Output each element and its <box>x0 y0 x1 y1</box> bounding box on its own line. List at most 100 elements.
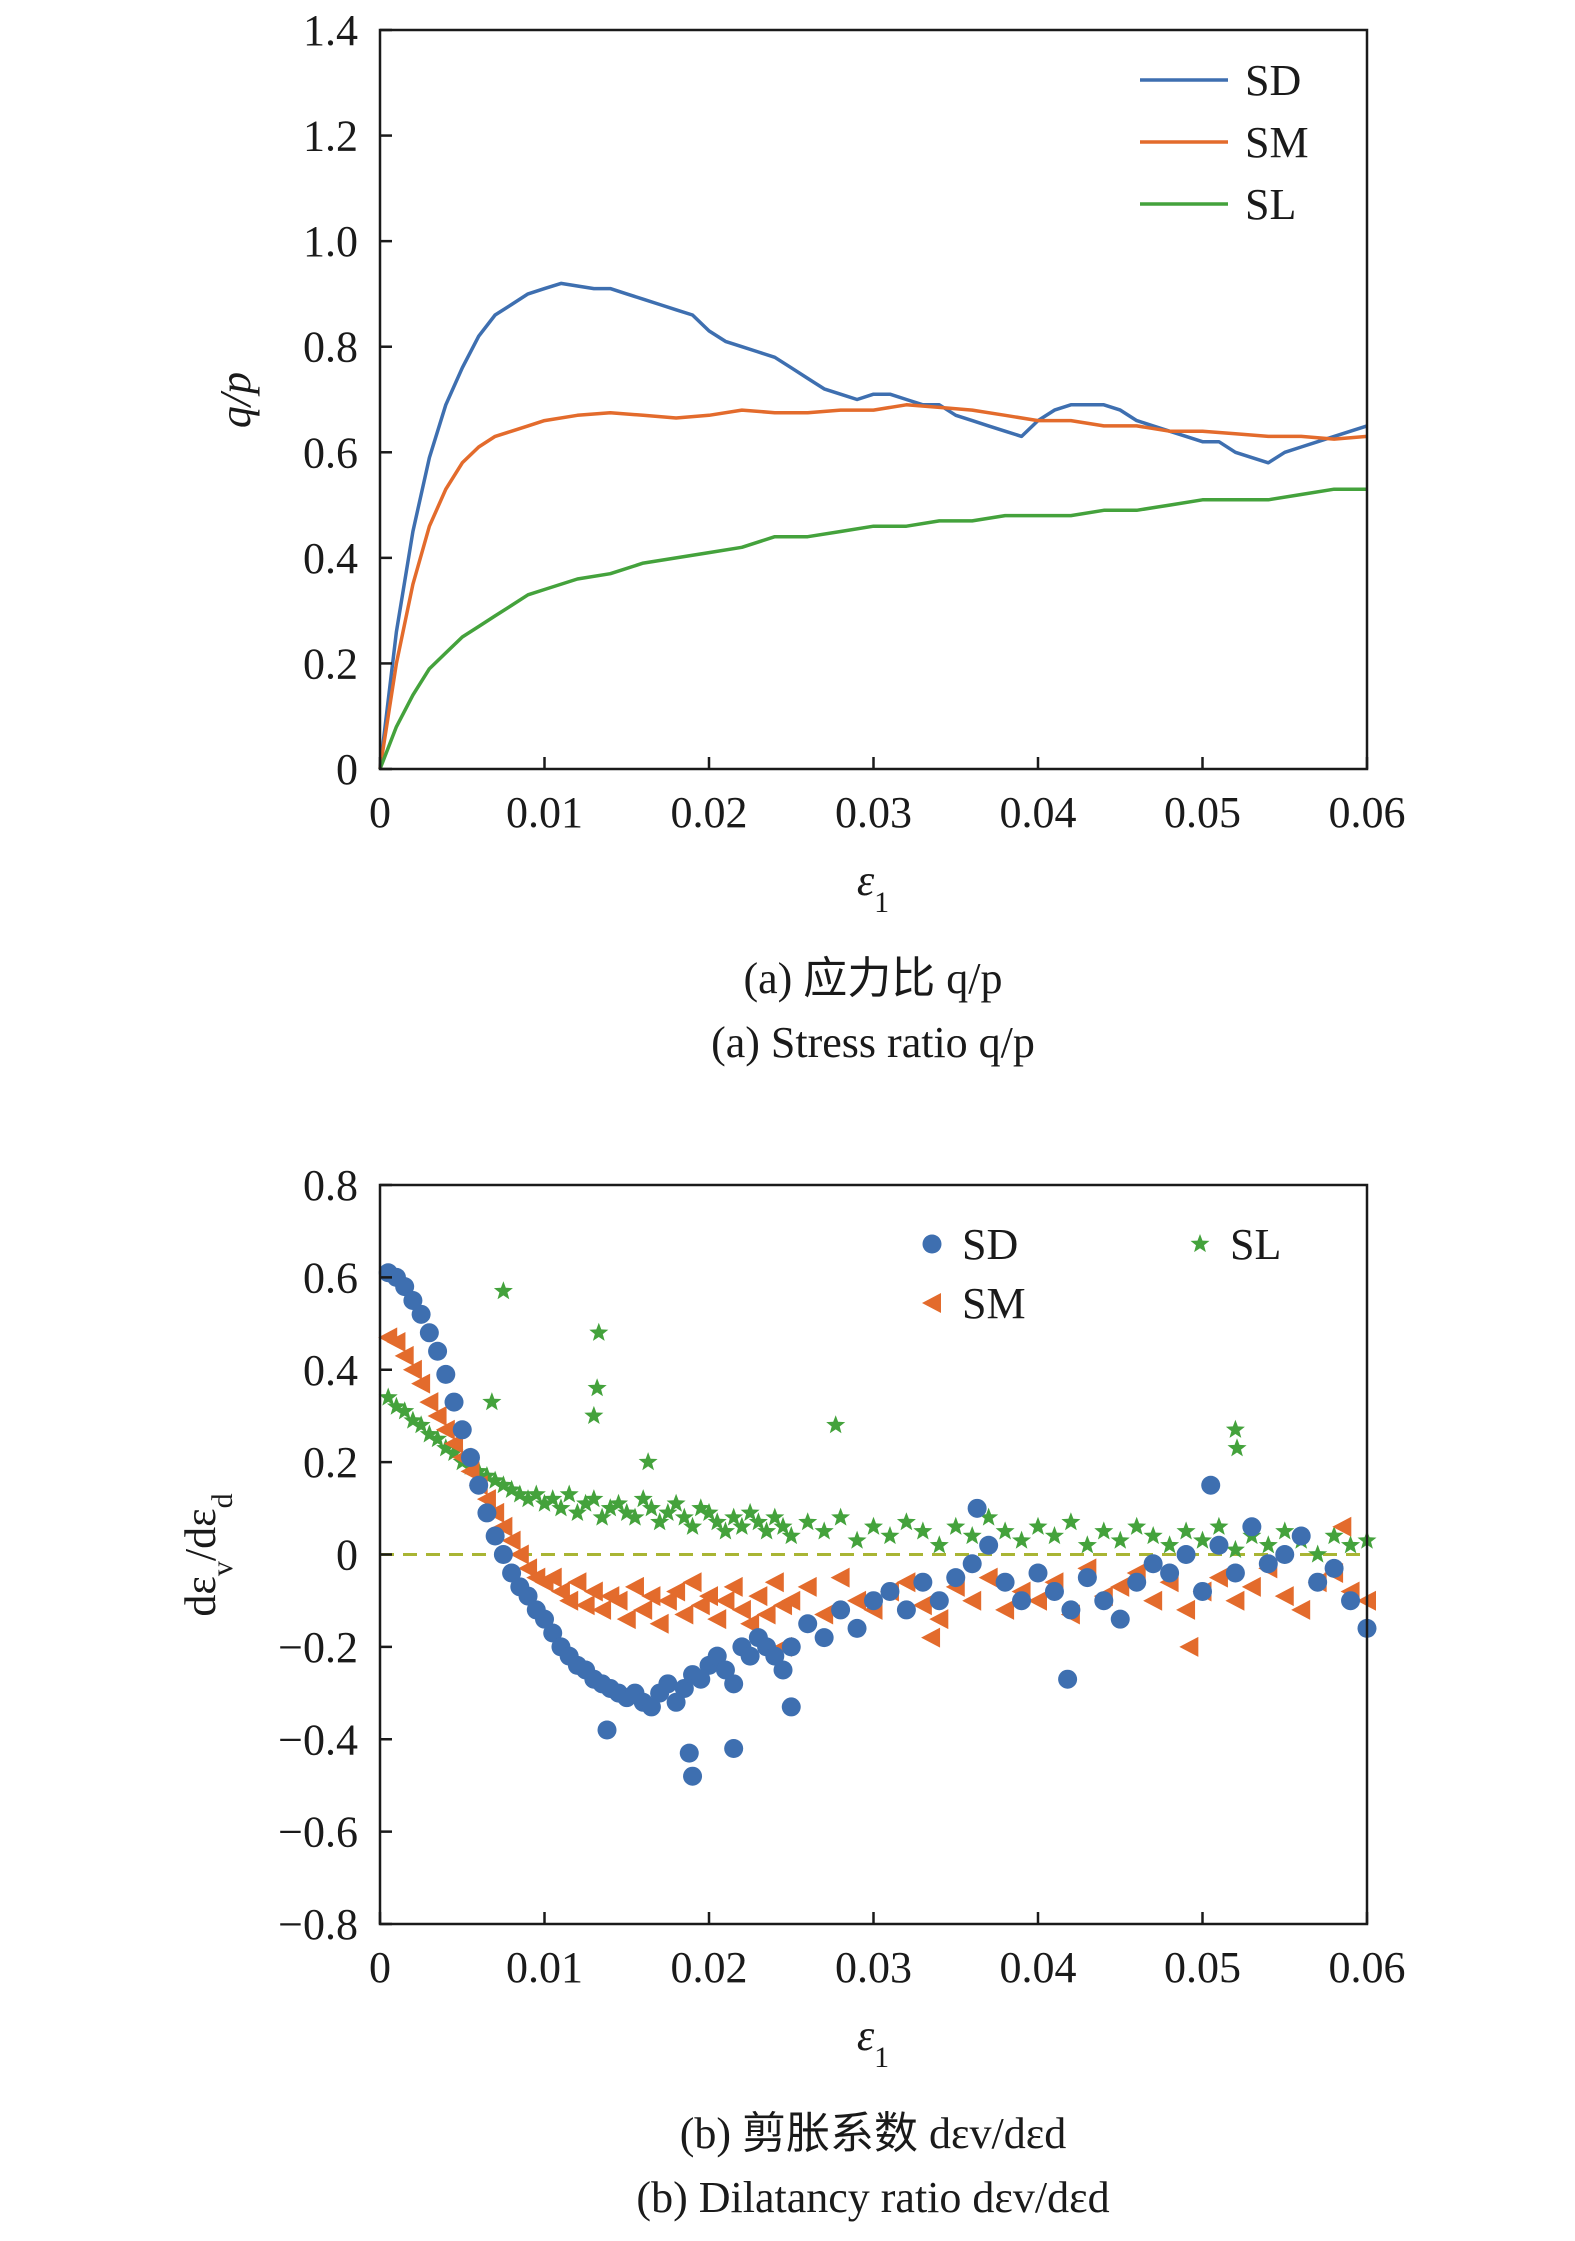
point-sl <box>411 1415 431 1434</box>
point-sd <box>1143 1554 1163 1574</box>
point-sl <box>773 1516 793 1535</box>
point-sm <box>723 1576 743 1597</box>
series-line-sl <box>378 487 1367 770</box>
point-sm <box>435 1419 455 1440</box>
panel-a-x-tick-label: 0.06 <box>1329 788 1406 837</box>
point-sd <box>419 1323 439 1343</box>
point-sd <box>979 1535 999 1555</box>
panel-b-x-axis-label: ε1 <box>857 2011 889 2074</box>
point-sl <box>641 1498 661 1517</box>
point-sd <box>1324 1558 1344 1578</box>
point-sl <box>1258 1535 1278 1554</box>
point-sm <box>1274 1586 1294 1607</box>
point-sd <box>502 1563 522 1583</box>
point-sd <box>1058 1669 1078 1689</box>
point-sm <box>567 1572 587 1593</box>
point-sm <box>929 1609 949 1630</box>
point-sm <box>699 1586 718 1607</box>
point-sd <box>1127 1572 1147 1592</box>
point-sm <box>493 1516 513 1537</box>
point-sm <box>690 1595 710 1616</box>
panel-b-x-tick-label: 0.03 <box>835 1943 912 1992</box>
panel-b-x-tick-label: 0.02 <box>671 1943 748 1992</box>
point-sd <box>1160 1563 1180 1583</box>
panel-b-caption-zh: (b) 剪胀系数 dεv/dεd <box>680 2109 1066 2158</box>
point-sl <box>428 1429 448 1448</box>
panel-b-y-tick-label: −0.6 <box>278 1808 358 1857</box>
point-sm <box>731 1599 751 1620</box>
point-sl <box>1110 1530 1130 1549</box>
point-sl <box>1308 1544 1328 1563</box>
point-sl <box>699 1502 719 1521</box>
point-sm <box>1225 1590 1245 1611</box>
panel-a-x-tick-label: 0.03 <box>835 788 912 837</box>
point-sl <box>674 1507 694 1526</box>
panel-a-x-tick-label: 0 <box>369 788 391 837</box>
point-sd <box>781 1697 801 1717</box>
point-sm <box>797 1576 817 1597</box>
point-sl <box>1160 1535 1180 1554</box>
legend-label-sl: SL <box>1230 1220 1281 1269</box>
point-sl <box>1143 1526 1163 1545</box>
point-sm <box>641 1586 661 1607</box>
point-sd <box>1044 1581 1064 1601</box>
point-sl <box>798 1512 818 1531</box>
point-sd <box>1176 1545 1196 1564</box>
point-sl <box>913 1521 933 1540</box>
point-sd <box>765 1646 785 1666</box>
legend-label-sm: SM <box>1245 118 1309 167</box>
point-sl <box>535 1493 554 1512</box>
point-sd <box>658 1674 678 1694</box>
point-sd <box>967 1498 987 1518</box>
point-sd <box>1225 1563 1245 1583</box>
point-sm <box>814 1604 834 1625</box>
panel-b-y-axis-label: dεv/dεd <box>176 1493 239 1616</box>
point-sm <box>921 1627 941 1648</box>
point-sd <box>831 1600 851 1620</box>
point-sm <box>1291 1599 1311 1620</box>
panel-b-x-tick-label: 0.04 <box>1000 1943 1077 1992</box>
point-sd <box>814 1628 834 1648</box>
point-sd <box>666 1692 686 1712</box>
point-sl <box>1061 1512 1081 1531</box>
point-sm <box>592 1599 612 1620</box>
point-sd <box>707 1646 727 1666</box>
point-sl <box>757 1521 777 1540</box>
point-sm <box>830 1567 850 1588</box>
panel-b-scatter-points <box>378 1263 1377 1786</box>
point-sm <box>1332 1516 1352 1537</box>
point-sm <box>402 1359 422 1380</box>
point-sd <box>1258 1554 1278 1574</box>
point-sm <box>896 1572 916 1593</box>
point-sd <box>773 1660 793 1680</box>
point-sm <box>962 1590 982 1611</box>
panel-a-y-tick-label: 1.0 <box>303 217 358 266</box>
point-sl <box>444 1442 464 1461</box>
point-sl <box>826 1415 846 1434</box>
legend-label-sd: SD <box>962 1220 1018 1269</box>
panel-b-y-tick-label: −0.8 <box>278 1900 358 1949</box>
panel-a-ticks: 0 0.01 0.02 0.03 0.04 0.05 0.06 0 0.2 0.4 0.6 0.8 1.… <box>303 6 1406 837</box>
panel-b-x-tick-label: 0.05 <box>1164 1943 1241 1992</box>
panel-a-stress-ratio-chart: 0 0.01 0.02 0.03 0.04 0.05 0.06 0 0.2 0.4 0.6 0.8 1.… <box>211 6 1406 1067</box>
panel-a-y-tick-label: 1.2 <box>303 112 358 161</box>
legend-label-sl: SL <box>1245 180 1296 229</box>
point-sm <box>674 1604 694 1625</box>
point-sm <box>748 1586 768 1607</box>
point-sl <box>831 1507 851 1526</box>
panel-a-y-tick-label: 0.2 <box>303 639 358 688</box>
point-sd <box>740 1646 760 1666</box>
point-sl <box>995 1521 1015 1540</box>
point-sd <box>1193 1581 1212 1601</box>
point-sl <box>600 1498 620 1517</box>
point-sd <box>395 1277 415 1297</box>
point-sl <box>1225 1419 1245 1438</box>
point-sm <box>559 1590 579 1611</box>
legend-marker-sd <box>922 1234 942 1254</box>
point-sl <box>584 1405 604 1424</box>
point-sl <box>666 1493 686 1512</box>
point-sd <box>444 1392 464 1412</box>
point-sd <box>428 1341 448 1361</box>
point-sm <box>781 1590 801 1611</box>
panel-b-x-tick-label: 0.01 <box>506 1943 583 1992</box>
